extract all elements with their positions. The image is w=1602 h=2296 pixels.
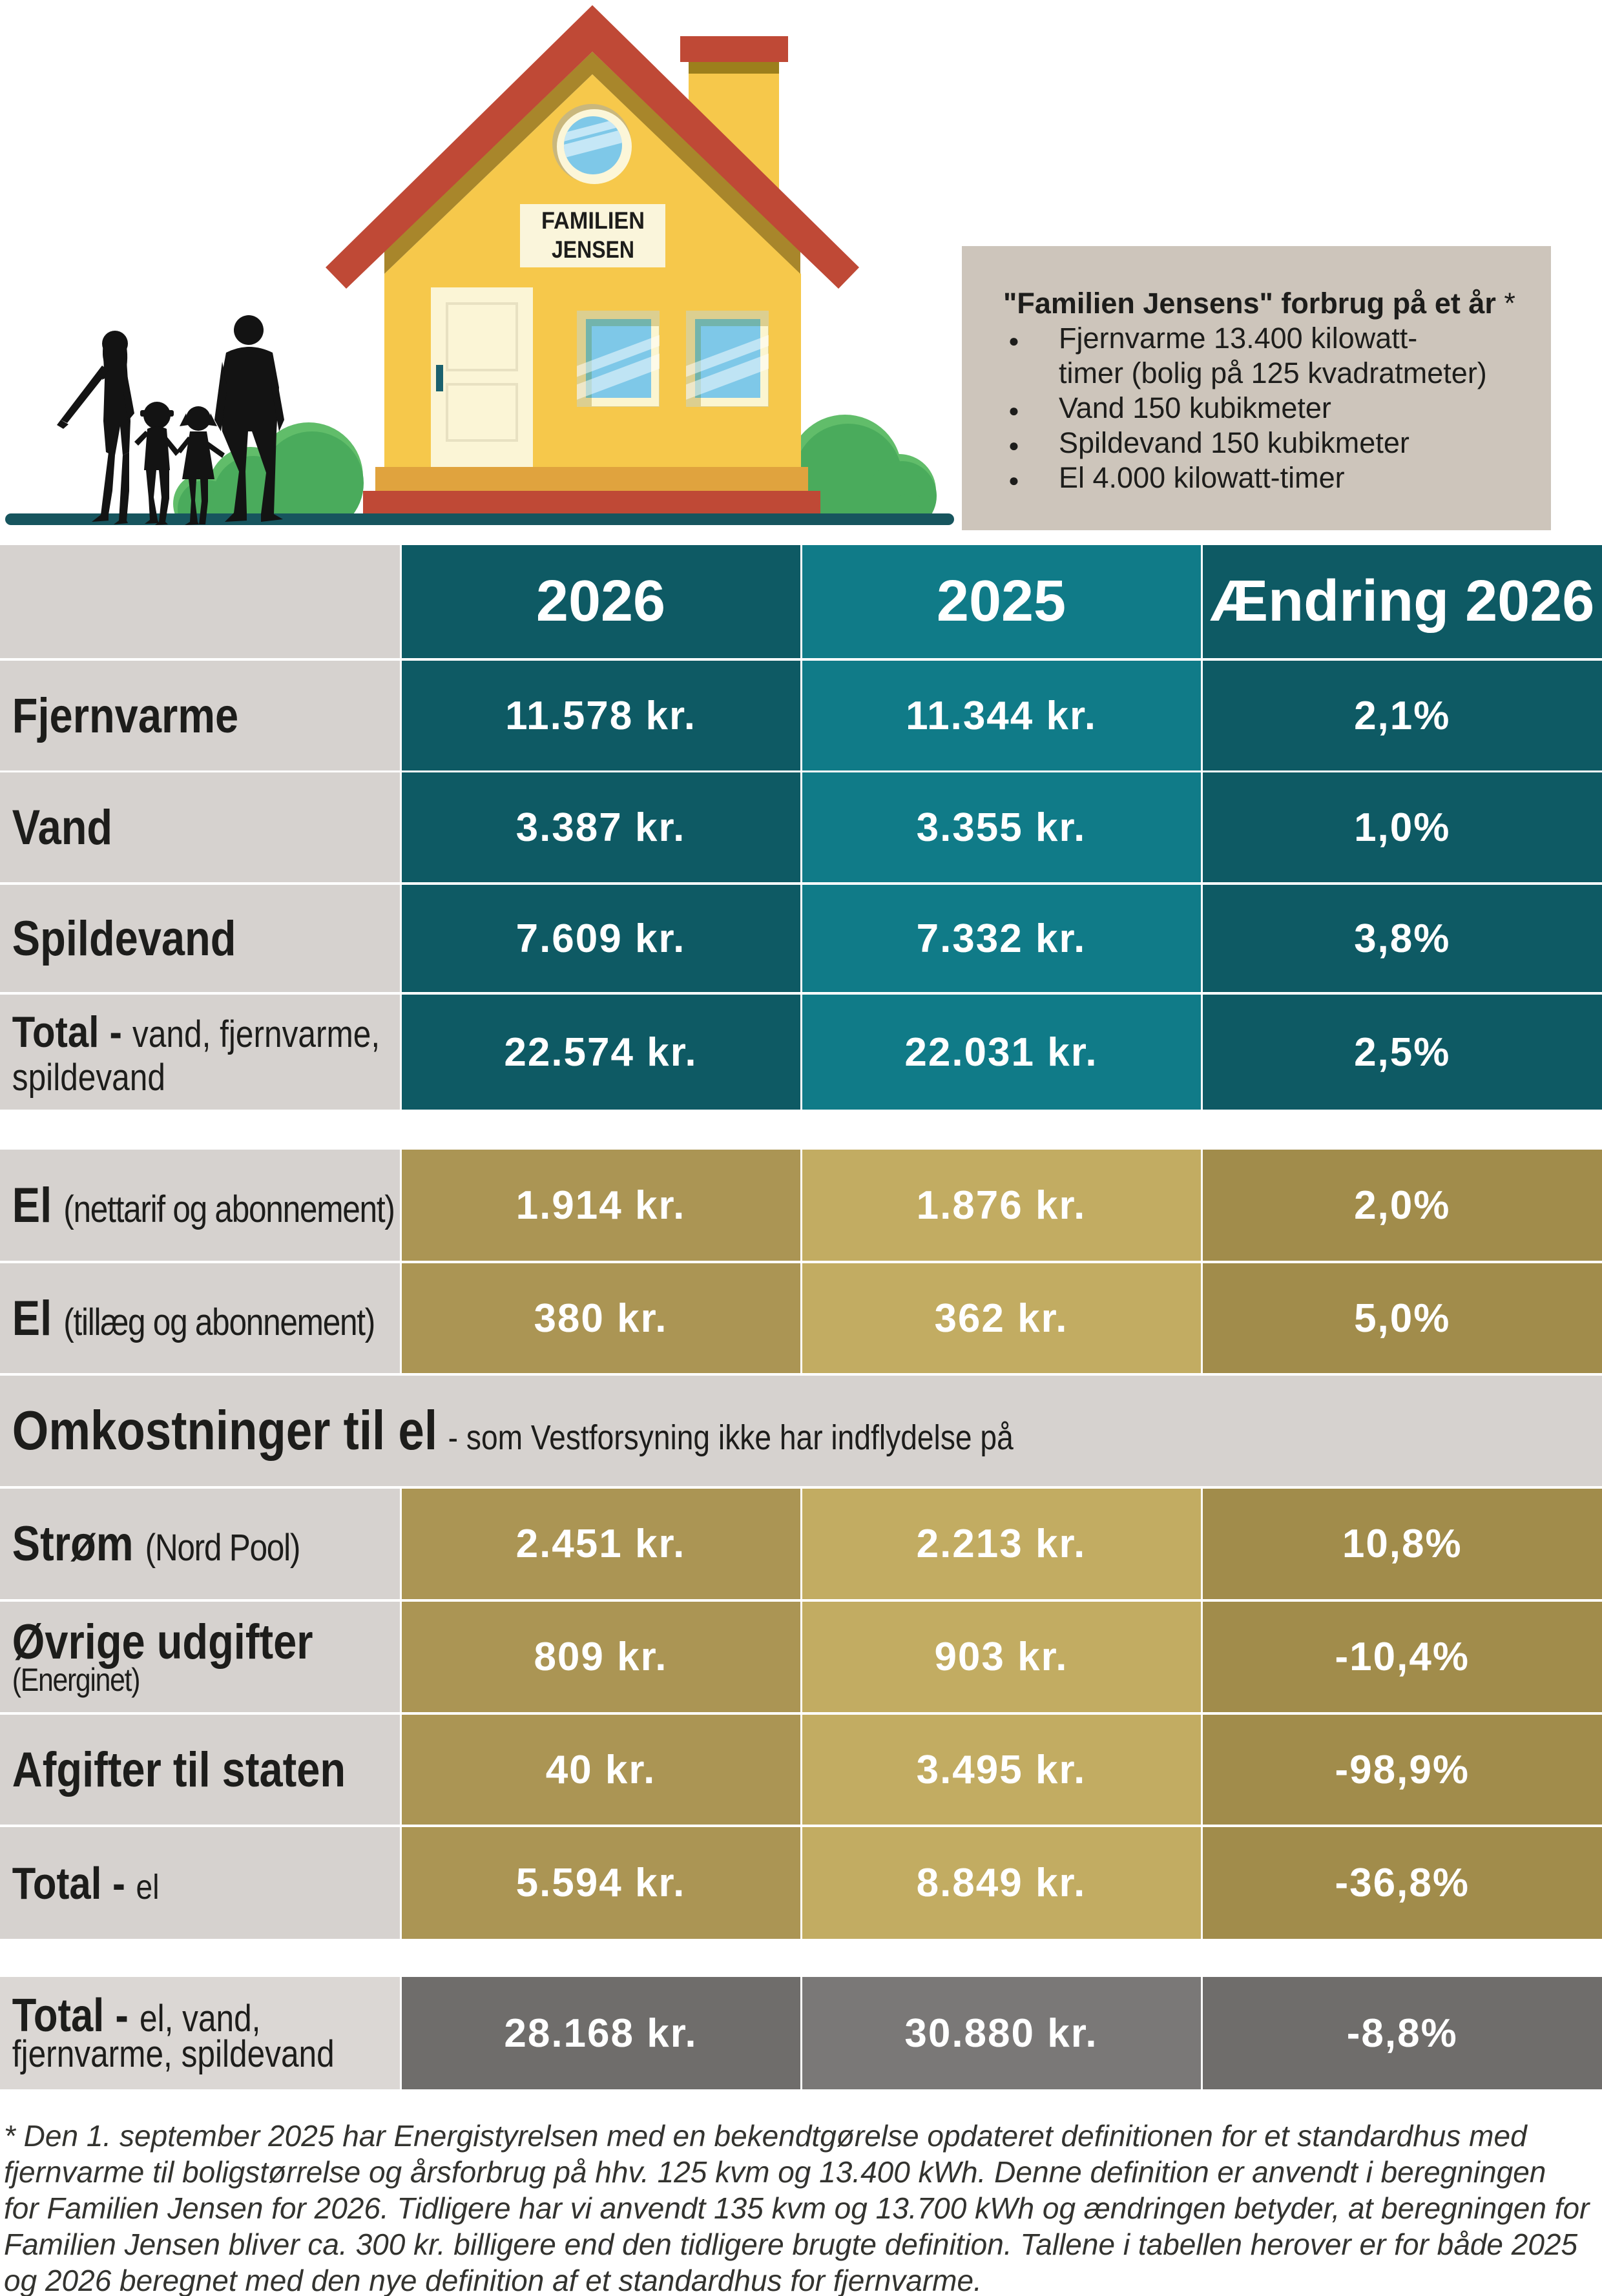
svg-text:FAMILIEN: FAMILIEN: [541, 207, 645, 234]
svg-text:JENSEN: JENSEN: [552, 236, 634, 263]
